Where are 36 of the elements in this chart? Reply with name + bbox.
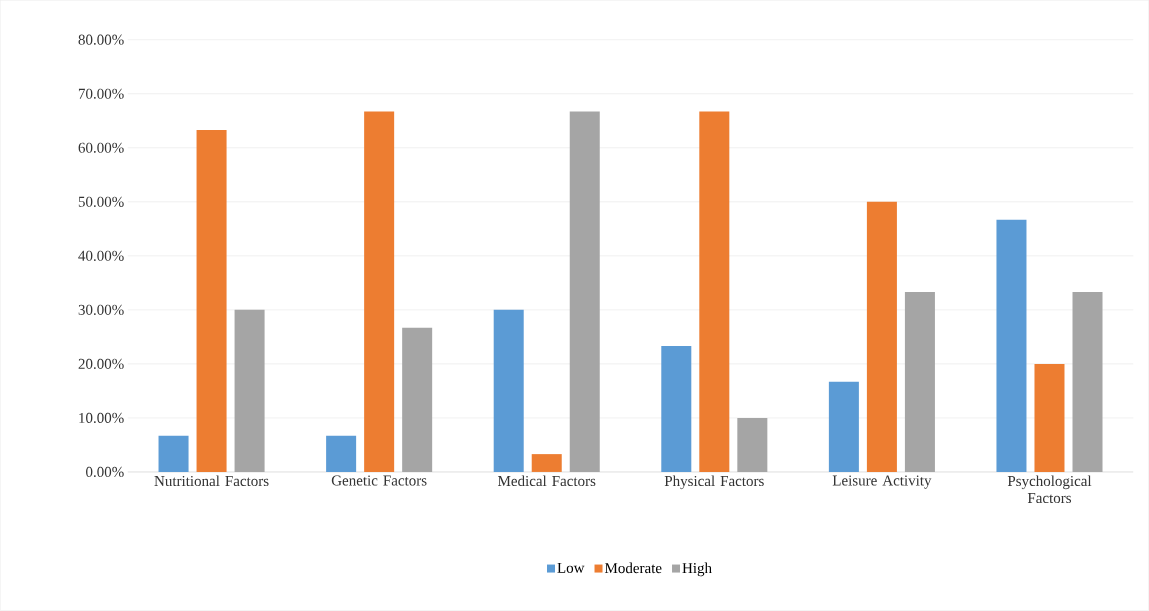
x-tick-label: Nutritional Factors (154, 475, 269, 487)
y-tick-label: 40.00% (78, 250, 124, 262)
bar (737, 418, 768, 473)
bar (364, 111, 395, 473)
x-tick-label: Medical Factors (497, 475, 596, 487)
y-tick-label: 0.00% (86, 466, 124, 478)
x-tick-label: Leisure Activity (832, 475, 932, 489)
legend-label: Low (557, 563, 585, 573)
bar (196, 130, 227, 473)
bar (493, 310, 524, 473)
y-tick-label: 80.00% (78, 34, 124, 45)
bar (699, 111, 730, 473)
bar (531, 454, 562, 473)
bar (402, 327, 433, 473)
bar (234, 310, 265, 473)
y-tick-label: 60.00% (78, 142, 124, 154)
bar (1034, 364, 1065, 473)
bar (158, 435, 189, 473)
bar (661, 346, 692, 473)
bar (1072, 292, 1103, 473)
bar (326, 435, 357, 473)
bar (996, 219, 1027, 473)
x-tick-label: Psychological Factors (1007, 475, 1092, 504)
legend-label: High (682, 562, 712, 577)
bar (904, 292, 935, 473)
y-tick-label: 70.00% (78, 88, 124, 99)
bar (866, 201, 897, 473)
y-tick-label: 30.00% (78, 304, 124, 316)
x-tick-label: Physical Factors (664, 475, 764, 490)
y-tick-label: 10.00% (79, 412, 124, 424)
bar (569, 111, 600, 473)
y-tick-label: 50.00% (78, 196, 124, 208)
bar (828, 381, 859, 473)
y-tick-label: 20.00% (78, 358, 124, 370)
x-tick-label: Genetic Factors (331, 475, 427, 486)
legend-label: Moderate (604, 562, 662, 574)
